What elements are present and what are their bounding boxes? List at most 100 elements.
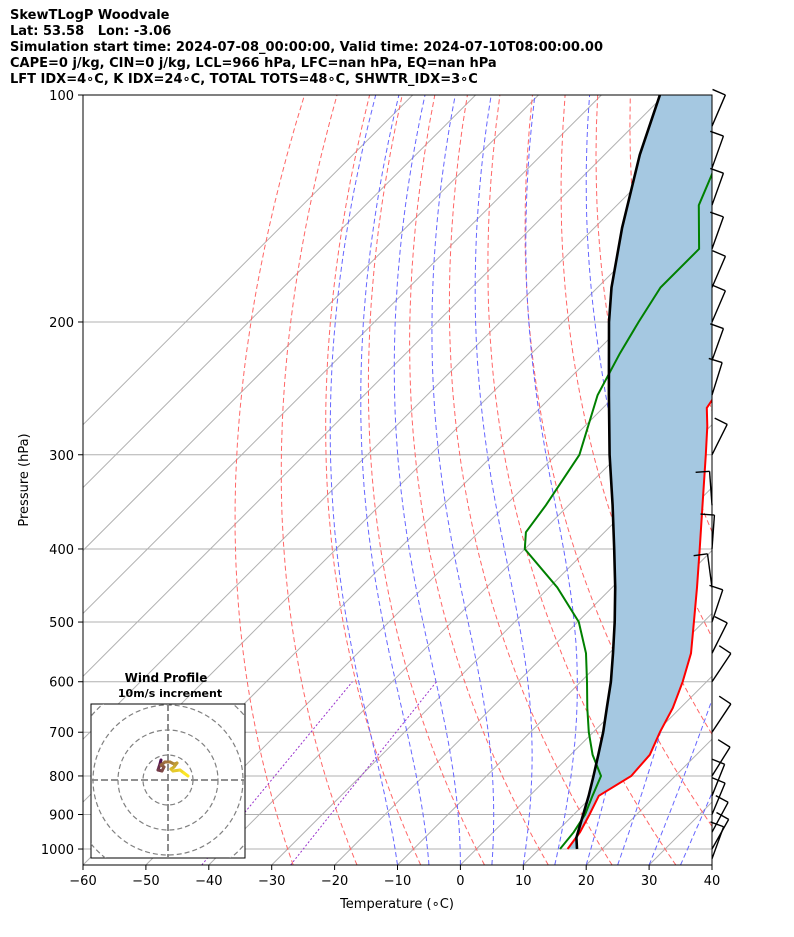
isotherm bbox=[271, 423, 712, 865]
barb-flag bbox=[716, 811, 730, 820]
dry-adiabat bbox=[280, 95, 358, 865]
x-tick-label: 10 bbox=[515, 874, 532, 889]
hodograph-title: Wind Profile bbox=[125, 671, 208, 685]
x-tick-label: −30 bbox=[258, 874, 285, 889]
moist-adiabat bbox=[617, 95, 699, 865]
hodograph-subtitle: 10m/s increment bbox=[118, 687, 222, 700]
wind-barb bbox=[711, 88, 727, 127]
wind-barb bbox=[711, 417, 728, 456]
isotherm bbox=[397, 549, 712, 865]
y-tick-label: 1000 bbox=[41, 843, 74, 858]
cin-shaded-area bbox=[567, 95, 712, 849]
barb-staff bbox=[711, 819, 730, 850]
wind-barb bbox=[710, 211, 725, 250]
isotherm bbox=[145, 298, 712, 865]
barb-staff bbox=[711, 362, 723, 396]
barb-flag bbox=[711, 758, 725, 765]
dry-adiabat bbox=[367, 95, 485, 865]
barb-staff bbox=[711, 746, 731, 777]
x-tick-label: 30 bbox=[641, 874, 658, 889]
wind-barbs bbox=[693, 88, 732, 859]
barb-staff bbox=[711, 622, 728, 654]
barb-flag bbox=[700, 513, 715, 516]
x-tick-label: −60 bbox=[69, 874, 96, 889]
isotherm bbox=[334, 486, 712, 865]
barb-flag bbox=[712, 88, 726, 96]
hodograph-segment bbox=[182, 771, 190, 778]
wind-barb bbox=[695, 470, 713, 506]
y-tick-label: 800 bbox=[49, 770, 74, 785]
axes: −60 −50 −40 −30 −20 −10 0 10 20 30 40 100 200 300 400 5… bbox=[41, 89, 720, 889]
station-title: SkewTLogP Woodvale bbox=[10, 8, 170, 23]
station-coords: Lat: 53.58 Lon: -3.06 bbox=[10, 24, 172, 39]
barb-staff bbox=[711, 424, 728, 456]
moist-adiabat bbox=[393, 95, 461, 865]
moist-adiabat bbox=[680, 791, 712, 865]
barb-flag bbox=[708, 357, 723, 364]
mixing-ratio-line bbox=[290, 681, 437, 865]
barb-staff bbox=[708, 471, 713, 506]
isotherm bbox=[83, 95, 602, 615]
wind-barb bbox=[710, 323, 725, 361]
wind-barb bbox=[711, 758, 726, 797]
x-tick-label: −10 bbox=[384, 874, 411, 889]
wind-barb bbox=[711, 250, 727, 288]
wind-barb bbox=[708, 357, 723, 396]
x-tick-label: −40 bbox=[195, 874, 222, 889]
wind-barb bbox=[710, 167, 725, 206]
barb-flag bbox=[714, 615, 728, 624]
moist-adiabat bbox=[431, 95, 495, 865]
barb-flag bbox=[717, 739, 731, 748]
isotherm bbox=[83, 95, 665, 678]
dry-adiabat bbox=[325, 95, 422, 865]
barb-staff bbox=[711, 801, 729, 833]
dry-adiabat bbox=[234, 95, 305, 865]
barb-staff bbox=[711, 653, 732, 683]
isotherm bbox=[83, 95, 476, 489]
y-tick-label: 300 bbox=[49, 449, 74, 464]
y-tick-label: 100 bbox=[49, 89, 74, 104]
hodograph-inset: Wind Profile 10m/s increment bbox=[90, 671, 246, 859]
dry-adiabat bbox=[728, 95, 794, 865]
moist-adiabat bbox=[329, 95, 398, 865]
barb-flag bbox=[693, 553, 708, 557]
cape-area bbox=[567, 95, 712, 849]
x-tick-label: −20 bbox=[321, 874, 348, 889]
index-parameters: LFT IDX=4∘C, K IDX=24∘C, TOTAL TOTS=48∘C… bbox=[10, 72, 478, 87]
stability-parameters: CAPE=0 j/kg, CIN=0 j/kg, LCL=966 hPa, LF… bbox=[10, 56, 497, 71]
barb-staff bbox=[711, 763, 726, 797]
barb-flag bbox=[710, 821, 724, 828]
y-tick-label: 400 bbox=[49, 543, 74, 558]
barb-staff bbox=[711, 216, 725, 250]
temperature-curve bbox=[566, 398, 712, 850]
wind-barb bbox=[693, 553, 713, 588]
barb-flag bbox=[712, 250, 726, 257]
isotherm bbox=[711, 864, 712, 865]
isotherm bbox=[83, 95, 414, 426]
mixing-ratio-line bbox=[201, 681, 353, 865]
barb-staff bbox=[711, 255, 727, 288]
barb-staff bbox=[711, 782, 726, 815]
wind-barb bbox=[711, 645, 732, 683]
barb-staff bbox=[711, 290, 727, 323]
hodograph-plot bbox=[91, 704, 245, 858]
chart-header: SkewTLogP Woodvale Lat: 53.58 Lon: -3.06 S… bbox=[10, 8, 603, 88]
x-axis-label: Temperature (∘C) bbox=[339, 897, 454, 912]
barb-flag bbox=[712, 284, 726, 292]
x-tick-label: 40 bbox=[704, 874, 721, 889]
moist-adiabat bbox=[474, 95, 533, 865]
wind-barb bbox=[711, 695, 732, 733]
barb-flag bbox=[710, 167, 724, 174]
barb-staff bbox=[711, 94, 727, 127]
wind-barb bbox=[711, 795, 729, 833]
barb-staff bbox=[711, 135, 725, 169]
y-axis-label: Pressure (hPa) bbox=[17, 433, 32, 526]
dry-adiabat bbox=[487, 95, 677, 865]
moist-adiabat bbox=[711, 863, 712, 865]
dewpoint-curve bbox=[523, 171, 712, 850]
dry-adiabat bbox=[761, 95, 794, 865]
barb-staff bbox=[706, 553, 713, 588]
dry-adiabat bbox=[662, 95, 712, 413]
y-tick-label: 600 bbox=[49, 676, 74, 691]
y-tick-label: 900 bbox=[49, 809, 74, 824]
